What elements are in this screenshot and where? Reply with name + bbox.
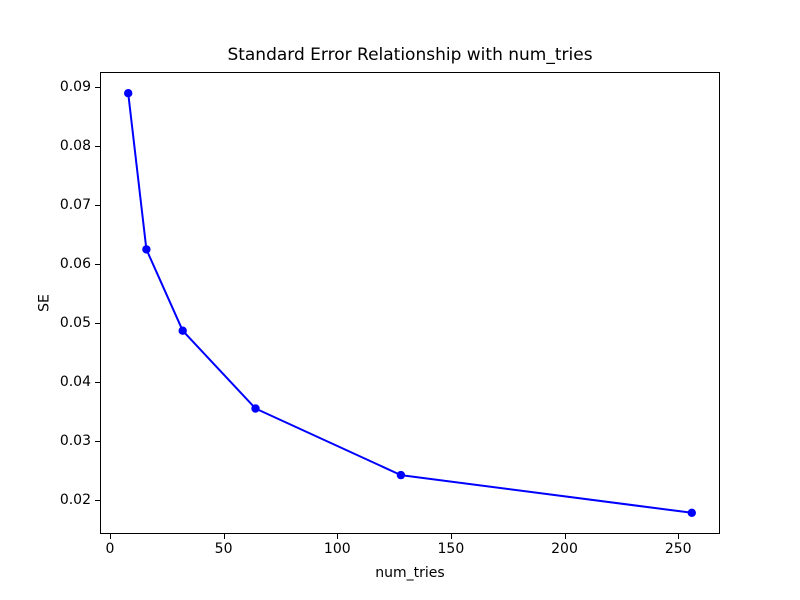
x-tick-label: 150 [437,541,465,557]
y-tick-mark [95,323,100,324]
y-tick-mark [95,264,100,266]
y-tick-mark [95,146,100,148]
x-tick-label: 250 [664,541,692,557]
y-tick-label: 0.03 [59,432,91,449]
x-tick-label: 200 [551,541,578,557]
data-point [251,404,260,413]
x-tick-mark [337,534,339,539]
y-tick-mark [95,499,100,501]
x-tick-mark [678,534,680,539]
y-tick-mark [95,440,100,442]
y-tick-label: 0.06 [59,256,91,273]
plot-area [100,72,720,534]
x-tick-mark [450,534,452,539]
x-tick-label: 0 [105,541,115,557]
y-tick-label: 0.07 [59,197,91,214]
data-line [127,93,692,514]
data-point [178,326,187,335]
x-tick-mark [223,534,225,539]
y-tick-label: 0.05 [59,315,91,331]
y-tick-label: 0.08 [59,138,91,155]
x-axis-label: num_tries [375,565,445,581]
y-tick-mark [95,87,100,89]
x-tick-label: 100 [323,541,351,557]
x-tick-label: 50 [214,541,233,557]
y-tick-label: 0.02 [59,491,91,508]
y-tick-label: 0.09 [59,79,91,96]
x-tick-mark [564,534,566,539]
y-tick-mark [95,382,100,383]
data-point [142,245,151,254]
data-point [124,89,133,98]
chart-title: Standard Error Relationship with num_tri… [227,45,593,65]
x-tick-mark [110,534,111,539]
data-point [687,508,696,517]
axes-spines [100,72,720,534]
y-axis-label: SE [36,294,53,312]
y-tick-mark [95,205,100,207]
data-point [396,470,406,480]
y-tick-label: 0.04 [59,374,91,390]
